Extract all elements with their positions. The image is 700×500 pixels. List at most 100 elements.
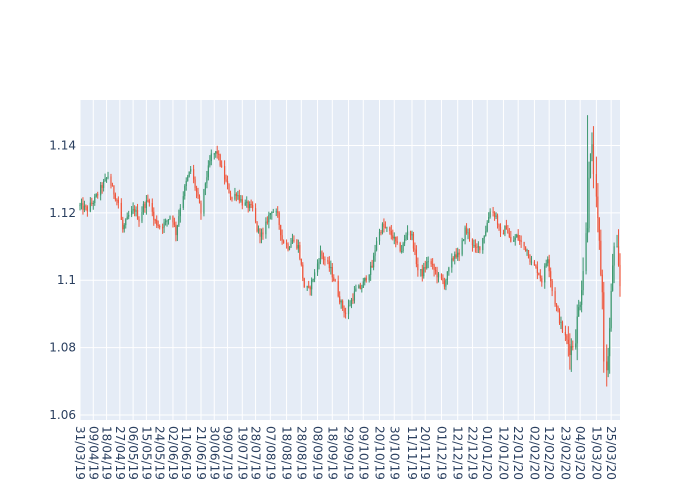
candle-body xyxy=(182,196,184,208)
candle-body xyxy=(619,264,621,287)
candle-body xyxy=(591,144,593,154)
candle-body xyxy=(117,199,119,203)
candle-body xyxy=(82,203,84,210)
candle-body xyxy=(334,280,336,282)
candle-body xyxy=(309,287,311,290)
candle-body xyxy=(154,219,156,221)
candle-body xyxy=(275,211,277,213)
candle-body xyxy=(561,321,564,333)
candle-body xyxy=(184,186,186,197)
candle-body xyxy=(488,216,490,223)
x-tick-label: 12/12/19 xyxy=(451,426,465,480)
x-tick-label: 29/09/19 xyxy=(342,426,356,480)
candle-body xyxy=(523,242,525,247)
candle-body xyxy=(331,267,333,278)
candle-body xyxy=(216,151,218,154)
candle-body xyxy=(249,204,251,209)
candle-body xyxy=(322,255,325,260)
candle-body xyxy=(393,236,395,239)
candle-body xyxy=(141,212,143,222)
x-tick-label: 09/10/19 xyxy=(356,426,370,480)
candle-body xyxy=(474,244,477,247)
candle-body xyxy=(156,219,158,226)
candle-body xyxy=(257,228,260,232)
y-gridlines xyxy=(80,144,620,416)
candle-body xyxy=(238,195,240,201)
candle-body xyxy=(269,213,271,215)
candle-body xyxy=(508,233,510,237)
candle-body xyxy=(544,265,546,283)
y-tick-label: 1.06 xyxy=(49,408,76,422)
candle-body xyxy=(436,271,438,278)
candle-body xyxy=(446,271,448,281)
candle-body xyxy=(554,291,556,305)
candle-body xyxy=(105,177,108,179)
candle-body xyxy=(347,305,350,315)
x-tick-label: 06/05/19 xyxy=(126,426,140,480)
candle-body xyxy=(448,267,450,272)
candle-body xyxy=(252,204,254,209)
candle-body xyxy=(396,241,398,243)
candle-body xyxy=(405,235,407,239)
x-tick-label: 07/08/19 xyxy=(263,426,277,480)
candle-body xyxy=(178,216,180,226)
x-tick-label: 11/06/19 xyxy=(179,426,193,480)
candle-body xyxy=(520,240,522,243)
candle-body xyxy=(285,243,288,245)
candle-body xyxy=(465,227,468,233)
candle-body xyxy=(589,153,592,178)
candle-body xyxy=(213,153,215,155)
candle-body xyxy=(420,269,422,271)
candle-body xyxy=(575,343,577,348)
candle-body xyxy=(427,261,429,263)
candle-body xyxy=(479,246,481,251)
candle-body xyxy=(79,204,81,207)
candle-body xyxy=(311,279,313,290)
candle-body xyxy=(409,231,412,236)
candle-body xyxy=(144,203,146,209)
candle-body xyxy=(352,299,354,301)
candle-body xyxy=(316,263,319,273)
candle-body xyxy=(417,264,419,271)
candle-body xyxy=(457,252,459,258)
candle-body xyxy=(166,220,168,222)
candle-body xyxy=(271,212,273,214)
candle-body xyxy=(131,210,133,216)
candle-body xyxy=(126,216,128,220)
candle-body xyxy=(153,211,155,220)
candle-body xyxy=(293,239,295,241)
candle-body xyxy=(188,171,190,177)
candle-body xyxy=(218,153,220,155)
candle-body xyxy=(303,278,305,288)
candle-body xyxy=(136,210,139,220)
candle-body xyxy=(566,335,568,340)
candle-body xyxy=(592,144,595,175)
candle-body xyxy=(517,234,519,240)
candle-body xyxy=(411,233,413,236)
x-tick-label: 11/11/19 xyxy=(405,426,419,480)
candle-body xyxy=(414,248,416,250)
candle-body xyxy=(443,281,446,287)
candle-body xyxy=(464,227,466,240)
candle-body xyxy=(229,192,232,198)
candle-body xyxy=(176,225,178,236)
x-tick-label: 20/11/19 xyxy=(418,426,432,480)
candle-body xyxy=(142,203,145,213)
candle-body xyxy=(551,280,553,292)
candle-body xyxy=(198,196,201,204)
candle-body xyxy=(588,177,590,229)
candle-body xyxy=(578,307,580,317)
x-tick-label: 20/10/19 xyxy=(373,426,387,480)
candle-body xyxy=(159,225,161,228)
candle-body xyxy=(333,277,335,281)
candle-body xyxy=(423,267,425,277)
candle-body xyxy=(390,230,392,236)
candle-body xyxy=(133,208,136,212)
candle-body xyxy=(495,215,497,217)
x-tick-label: 21/06/19 xyxy=(194,426,208,480)
candle-body xyxy=(364,277,366,282)
candle-body xyxy=(375,241,378,251)
candle-body xyxy=(492,211,494,213)
candle-body xyxy=(300,258,302,265)
